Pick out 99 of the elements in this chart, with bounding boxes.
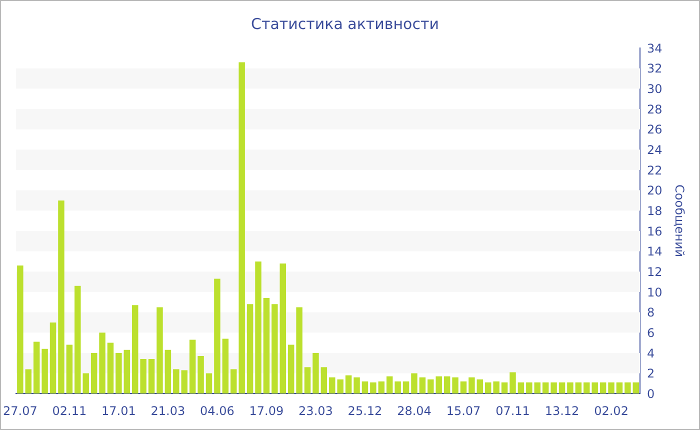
- y-tick-label: 20: [647, 184, 662, 198]
- bar: [600, 382, 606, 394]
- bar: [33, 342, 40, 394]
- y-tick-label: 28: [647, 102, 662, 116]
- bar: [394, 381, 401, 394]
- bar: [542, 382, 549, 394]
- x-tick-label: 15.07: [446, 404, 481, 418]
- bar: [526, 382, 532, 394]
- bar: [378, 381, 385, 394]
- bar: [25, 369, 32, 394]
- bar: [189, 340, 196, 394]
- x-tick-label: 21.03: [150, 404, 186, 418]
- bar: [632, 382, 640, 394]
- bar: [624, 382, 631, 394]
- y-tick-label: 24: [647, 143, 662, 158]
- bar: [468, 377, 475, 394]
- y-tick-label: 14: [647, 244, 662, 259]
- bar: [164, 350, 172, 394]
- bar: [419, 377, 426, 394]
- bar: [50, 322, 56, 394]
- bar: [206, 373, 212, 394]
- bar: [17, 266, 24, 394]
- bar: [42, 348, 48, 394]
- bar: [362, 381, 368, 394]
- x-tick-label: 28.04: [397, 404, 432, 418]
- y-tick-label: 4: [647, 346, 655, 360]
- bar: [567, 382, 574, 394]
- bar: [156, 307, 163, 394]
- y-tick-label: 34: [647, 41, 662, 56]
- bar: [99, 332, 106, 394]
- bar: [296, 307, 302, 394]
- bar: [501, 382, 508, 394]
- bar: [558, 382, 566, 394]
- bar: [58, 200, 64, 394]
- bar: [263, 298, 270, 394]
- bar: [575, 382, 582, 394]
- bar: [402, 381, 410, 394]
- bar: [411, 373, 418, 394]
- bar: [518, 382, 524, 394]
- x-tick-label: 13.12: [544, 404, 580, 418]
- bar: [132, 305, 138, 394]
- x-tick-label: 17.09: [249, 404, 284, 418]
- x-tick-label: 02.02: [594, 404, 628, 418]
- bar: [66, 344, 73, 394]
- x-tick-label: 27.07: [2, 404, 38, 418]
- bar: [124, 350, 130, 394]
- y-tick-label: 0: [647, 387, 655, 401]
- bar: [140, 359, 146, 394]
- bar: [148, 359, 155, 394]
- y-tick-label: 8: [647, 306, 655, 320]
- bar: [214, 278, 220, 394]
- bar: [312, 352, 319, 394]
- bar: [345, 375, 352, 394]
- y-tick-label: 18: [647, 204, 662, 218]
- bar: [304, 367, 311, 394]
- y-axis-title: Сообщений: [672, 184, 687, 258]
- bar: [386, 376, 393, 394]
- bar: [493, 381, 500, 394]
- bar: [616, 382, 623, 394]
- bar: [272, 304, 278, 394]
- bar: [452, 377, 458, 394]
- bar: [354, 377, 360, 394]
- y-tick-label: 32: [647, 62, 662, 76]
- bar: [238, 62, 245, 394]
- bar: [288, 344, 294, 394]
- x-tick-label: 04.06: [200, 404, 234, 418]
- bar: [550, 382, 557, 394]
- bar: [255, 261, 262, 394]
- y-tick-label: 26: [647, 122, 662, 137]
- y-tick-label: 12: [647, 265, 662, 280]
- bar: [320, 367, 328, 394]
- x-tick-label: 07.11: [496, 404, 530, 418]
- bar: [230, 369, 237, 394]
- bar: [608, 382, 614, 394]
- bar: [460, 381, 467, 394]
- x-tick-label: 02.11: [52, 404, 87, 418]
- y-tick-label: 16: [647, 224, 662, 238]
- y-tick-label: 22: [647, 163, 662, 178]
- bar: [444, 376, 450, 394]
- bar: [485, 382, 492, 394]
- bar: [116, 352, 122, 394]
- bar: [198, 356, 204, 394]
- y-tick-label: 6: [647, 326, 655, 340]
- y-tick-label: 30: [647, 82, 662, 96]
- y-tick-label: 10: [647, 285, 662, 300]
- chart-title: Статистика активности: [251, 14, 439, 33]
- bar: [246, 304, 254, 394]
- bar: [370, 382, 376, 394]
- x-tick-label: 17.01: [102, 404, 136, 418]
- bar: [510, 372, 516, 394]
- x-tick-label: 23.03: [298, 404, 333, 418]
- bar: [90, 352, 98, 394]
- bar: [222, 338, 229, 394]
- bar: [280, 263, 286, 394]
- bar: [107, 342, 114, 394]
- bar: [476, 379, 484, 394]
- x-tick-label: 25.12: [348, 404, 382, 418]
- bar: [534, 382, 540, 394]
- y-tick-label: 2: [647, 366, 655, 381]
